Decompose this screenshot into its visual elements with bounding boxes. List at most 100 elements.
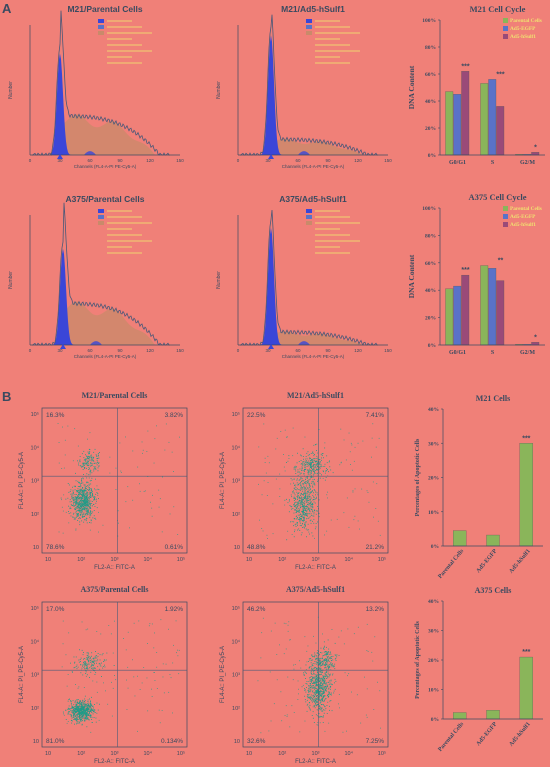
event-dot — [169, 513, 171, 515]
event-dot — [312, 470, 314, 472]
event-dot — [80, 509, 82, 511]
event-dot — [74, 713, 76, 715]
event-dot — [312, 486, 314, 488]
event-dot — [79, 493, 81, 494]
event-dot — [313, 489, 315, 490]
event-dot — [98, 498, 99, 499]
event-dot — [91, 503, 93, 504]
event-dot — [324, 534, 325, 536]
event-dot — [321, 474, 322, 476]
event-dot — [315, 690, 317, 692]
event-dot — [360, 722, 362, 724]
event-dot — [310, 662, 312, 664]
event-dot — [320, 667, 322, 669]
event-dot — [84, 664, 86, 666]
event-dot — [72, 491, 74, 493]
event-dot — [84, 698, 86, 700]
event-dot — [74, 489, 76, 491]
event-dot — [293, 521, 295, 523]
event-dot — [96, 498, 97, 500]
event-dot — [303, 672, 304, 674]
event-dot — [287, 630, 289, 632]
event-dot — [310, 679, 312, 681]
event-dot — [90, 483, 92, 485]
event-dot — [312, 699, 314, 701]
event-dot — [320, 674, 322, 675]
event-dot — [91, 706, 93, 707]
event-dot — [90, 454, 92, 456]
event-dot — [328, 722, 330, 724]
event-dot — [83, 506, 85, 508]
event-dot — [137, 675, 138, 677]
event-dot — [312, 465, 314, 467]
event-dot — [75, 718, 77, 719]
event-dot — [83, 713, 85, 715]
event-dot — [89, 468, 90, 470]
event-dot — [91, 489, 92, 491]
event-dot — [326, 455, 328, 457]
event-dot — [151, 515, 153, 517]
y-tick-label: 10³ — [232, 479, 240, 485]
event-dot — [329, 691, 331, 693]
event-dot — [317, 668, 319, 670]
event-dot — [82, 654, 84, 656]
event-dot — [85, 505, 86, 507]
event-dot — [82, 501, 84, 503]
event-dot — [85, 712, 87, 714]
event-dot — [304, 524, 305, 526]
event-dot — [75, 656, 77, 658]
event-dot — [83, 465, 85, 466]
dot-plot-xlabel: FL2-A:: FITC-A — [94, 565, 135, 571]
event-dot — [98, 531, 99, 533]
x-tick-label: 10⁴ — [345, 556, 354, 563]
event-dot — [80, 503, 81, 504]
event-dot — [311, 491, 312, 493]
event-dot — [362, 440, 364, 442]
event-dot — [80, 510, 82, 512]
event-dot — [308, 667, 310, 669]
event-dot — [95, 518, 97, 520]
chart-ylabel: Percentages of Apoptotic Cells — [415, 438, 421, 516]
event-dot — [83, 705, 85, 707]
event-dot — [297, 519, 299, 520]
event-dot — [314, 688, 315, 690]
event-dot — [305, 505, 307, 507]
event-dot — [317, 650, 319, 651]
event-dot — [68, 712, 70, 714]
event-dot — [295, 498, 296, 500]
event-dot — [330, 653, 332, 655]
event-dot — [313, 705, 315, 707]
y-tick-label: 10 — [33, 739, 39, 745]
event-dot — [83, 708, 85, 710]
event-dot — [89, 492, 91, 493]
event-dot — [303, 498, 304, 500]
x-tick-label: Ad5-EGFP — [476, 548, 499, 574]
event-dot — [85, 458, 87, 459]
event-dot — [321, 453, 323, 455]
event-dot — [79, 486, 81, 488]
event-dot — [308, 489, 310, 491]
event-dot — [77, 705, 79, 707]
event-dot — [78, 489, 80, 491]
event-dot — [87, 717, 89, 719]
event-dot — [92, 456, 94, 458]
event-dot — [328, 664, 330, 665]
event-dot — [318, 512, 320, 514]
event-dot — [300, 460, 302, 461]
event-dot — [301, 510, 303, 512]
histogram-ylabel: Number — [8, 271, 14, 289]
event-dot — [319, 461, 321, 463]
event-dot — [310, 477, 312, 479]
event-dot — [70, 489, 72, 491]
histogram-x-tick: 120 — [354, 158, 362, 163]
event-dot — [309, 686, 311, 688]
event-dot — [305, 678, 306, 679]
event-dot — [77, 510, 79, 511]
event-dot — [303, 492, 305, 494]
event-dot — [89, 494, 91, 496]
event-dot — [120, 470, 122, 472]
dot-plot-ylabel: FL4-A:: PI_PE-Cy5-A — [220, 452, 226, 509]
event-dot — [328, 648, 330, 650]
event-dot — [316, 700, 317, 702]
event-dot — [299, 511, 300, 513]
